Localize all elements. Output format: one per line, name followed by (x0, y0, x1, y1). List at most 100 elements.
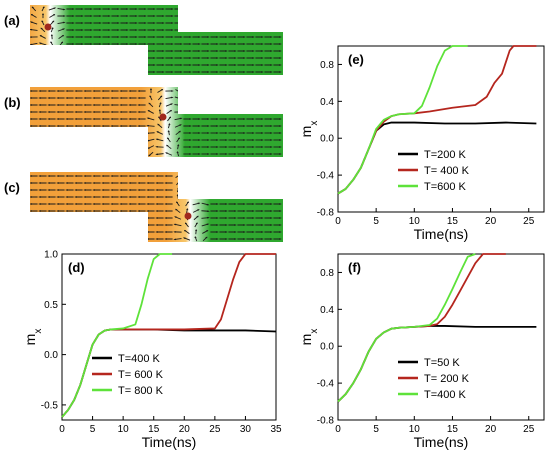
spin-arrowhead (207, 132, 210, 134)
spin-arrowhead (243, 224, 246, 226)
spin-arrowhead (39, 35, 42, 37)
spin-arrowhead (56, 104, 59, 106)
spin-arrowhead (176, 151, 179, 153)
spin-arrowhead (279, 217, 282, 219)
x-tick-label: 25 (209, 424, 221, 435)
spin-arrowhead (30, 21, 33, 24)
spin-arrowhead (171, 36, 174, 38)
spin-arrowhead (135, 29, 138, 31)
spin-arrowhead (207, 29, 210, 31)
spin-arrowhead (61, 34, 65, 37)
spin-arrowhead (137, 231, 140, 233)
spin-arrowhead (252, 64, 255, 66)
spin-arrowhead (158, 109, 161, 111)
spin-arrowhead (171, 71, 174, 73)
spin-arrowhead (234, 238, 237, 240)
series-line (337, 45, 468, 195)
spin-arrowhead (65, 224, 68, 226)
y-tick-label: 0.4 (320, 97, 334, 108)
panel-label: (f) (348, 260, 361, 275)
spin-arrowhead (279, 50, 282, 52)
spin-arrowhead (243, 43, 246, 45)
spin-arrowhead (30, 97, 32, 99)
x-tick-label: 15 (447, 424, 459, 435)
spin-arrowhead (155, 217, 158, 219)
spin-arrowhead (216, 43, 219, 45)
spin-arrowhead (90, 8, 93, 10)
spin-arrowhead (101, 118, 104, 120)
spin-arrowhead (108, 36, 111, 38)
spin-arrowhead (252, 153, 255, 155)
spin-arrowhead (92, 139, 95, 141)
spin-arrowhead (164, 203, 167, 205)
spin-arrowhead (279, 104, 282, 106)
spin-arrowhead (101, 153, 104, 155)
spin-arrowhead (135, 71, 138, 73)
spin-arrowhead (56, 210, 59, 212)
y-tick-label: -0.5 (41, 400, 59, 411)
spin-arrowhead (56, 182, 59, 184)
spin-arrowhead (90, 71, 93, 73)
spin-arrowhead (198, 104, 201, 106)
spin-arrowhead (234, 64, 237, 66)
spin-arrowhead (243, 118, 246, 120)
spin-arrowhead (216, 111, 219, 113)
spin-arrowhead (47, 63, 51, 66)
spin-arrowhead (83, 153, 86, 155)
spin-arrowhead (252, 29, 255, 31)
y-tick-label: -0.4 (317, 171, 335, 182)
spin-arrowhead (38, 139, 41, 141)
spin-arrowhead (108, 57, 111, 59)
spin-arrowhead (261, 50, 264, 52)
spin-arrowhead (74, 90, 77, 92)
spin-arrowhead (92, 111, 95, 113)
spin-arrowhead (179, 124, 182, 126)
spin-arrowhead (189, 111, 192, 113)
spin-arrowhead (135, 64, 138, 66)
y-tick-label: -0.8 (317, 416, 335, 427)
spin-arrowhead (38, 90, 41, 92)
spin-arrowhead (279, 210, 282, 212)
spin-arrowhead (153, 57, 156, 59)
spin-arrowhead (225, 196, 228, 198)
spin-arrowhead (207, 57, 210, 59)
spin-arrowhead (234, 146, 237, 148)
spin-arrowhead (146, 182, 149, 184)
spin-arrowhead (153, 8, 156, 10)
spin-arrowhead (162, 43, 165, 45)
spin-arrowhead (47, 238, 50, 240)
spin-arrowhead (261, 104, 264, 106)
spin-arrowhead (279, 175, 282, 177)
spin-arrowhead (162, 22, 165, 24)
spin-arrowhead (261, 64, 264, 66)
spin-arrowhead (216, 196, 219, 198)
legend-label: T=200 K (424, 149, 467, 161)
spin-arrowhead (252, 210, 255, 212)
spin-arrowhead (279, 224, 282, 226)
spin-arrowhead (65, 217, 68, 219)
spin-arrowhead (164, 231, 167, 233)
spin-arrowhead (279, 90, 282, 92)
spin-arrowhead (207, 210, 210, 212)
spin-arrowhead (74, 182, 77, 184)
spin-arrowhead (47, 104, 50, 106)
spin-arrowhead (128, 224, 131, 226)
spin-arrowhead (243, 203, 246, 205)
spin-arrowhead (164, 189, 167, 191)
spin-arrowhead (56, 97, 59, 99)
spin-arrowhead (110, 97, 113, 99)
spin-arrowhead (270, 97, 273, 99)
spin-arrowhead (225, 224, 228, 226)
spin-arrowhead (83, 182, 86, 184)
spin-arrowhead (117, 36, 120, 38)
spin-arrowhead (270, 231, 273, 233)
spin-arrowhead (261, 43, 264, 45)
spin-arrowhead (175, 208, 178, 211)
spin-arrowhead (225, 175, 228, 177)
spin-arrowhead (234, 231, 237, 233)
spin-arrowhead (92, 132, 95, 134)
plot-frame (337, 45, 545, 213)
spin-arrowhead (270, 238, 273, 240)
spin-arrowhead (146, 224, 149, 226)
spin-arrowhead (99, 43, 102, 45)
